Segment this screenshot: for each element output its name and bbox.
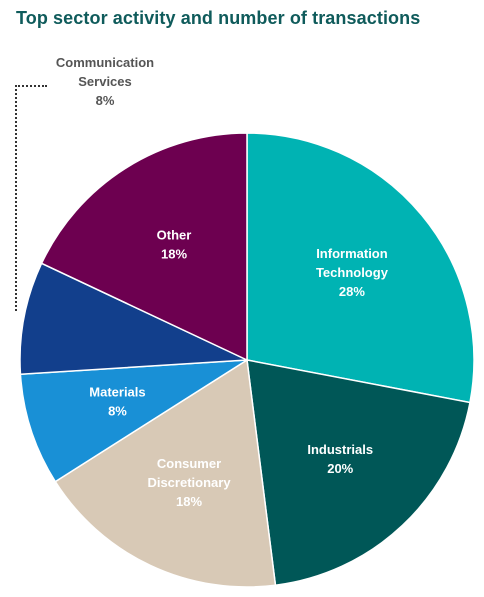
pie-slice-information-technology: [246, 132, 475, 404]
slice-label-other: Other 18%: [157, 228, 192, 262]
slice-label-line: Information: [316, 246, 388, 261]
slice-value: 28%: [339, 284, 365, 299]
slice-label-industrials: Industrials 20%: [307, 442, 373, 476]
chart-title: Top sector activity and number of transa…: [16, 8, 421, 28]
communication-services-label-line-1: Communication: [55, 55, 155, 70]
slice-value: 20%: [327, 461, 353, 476]
communication-services-label: Communication Services 8%: [40, 53, 170, 110]
slice-label-consumer-discretionary: Consumer Discretionary 18%: [147, 456, 231, 509]
communication-services-value: 8%: [95, 93, 115, 108]
slice-value: 8%: [108, 404, 127, 419]
slice-label-line: Technology: [316, 265, 389, 280]
pie-slice-communication-services: [19, 262, 248, 376]
slice-label-line: Materials: [89, 385, 145, 400]
slice-label-line: Consumer: [157, 456, 221, 471]
pie-slice-other: [40, 132, 248, 362]
slice-label-line: Industrials: [307, 442, 373, 457]
pie-slice-materials: [19, 359, 248, 483]
communication-services-label-line-2: Services: [78, 74, 132, 89]
slice-label-line: Discretionary: [147, 475, 231, 490]
pie-slice-consumer-discretionary: [54, 358, 277, 588]
slice-label-information-technology: Information Technology 28%: [316, 246, 389, 299]
slice-label-materials: Materials 8%: [89, 385, 145, 419]
slice-value: 18%: [176, 494, 202, 509]
communication-services-leader-line: [15, 85, 47, 311]
slice-label-line: Other: [157, 228, 192, 243]
slice-value: 18%: [161, 247, 187, 262]
pie-slice-industrials: [246, 359, 471, 587]
